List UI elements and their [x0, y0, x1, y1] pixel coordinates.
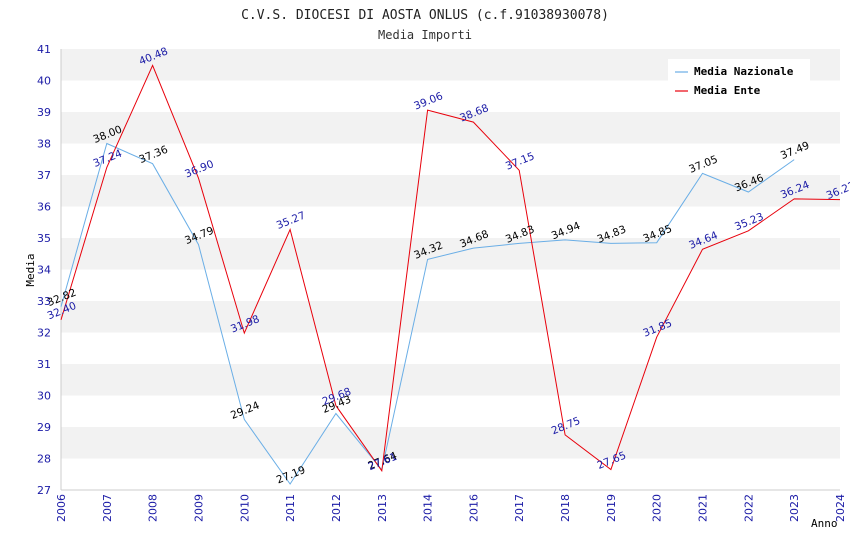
- grid-band: [61, 269, 840, 301]
- grid-bands: [60, 49, 840, 491]
- grid-band: [61, 206, 840, 238]
- y-tick-label: 30: [37, 390, 51, 403]
- y-tick-label: 39: [37, 106, 51, 119]
- x-tick-label: 2021: [697, 494, 710, 522]
- x-tick-label: 2012: [330, 494, 343, 522]
- series-line-media-ente: [60, 64, 841, 473]
- x-tick-label: 2008: [147, 494, 160, 522]
- grid-band: [61, 395, 840, 427]
- x-tick-label: 2020: [651, 494, 664, 522]
- y-tick-label: 37: [37, 169, 51, 182]
- y-tick-label: 36: [37, 201, 51, 214]
- chart-title: C.V.S. DIOCESI DI AOSTA ONLUS (c.f.91038…: [241, 8, 609, 23]
- legend: Media Nazionale Media Ente: [668, 59, 810, 103]
- legend-box: [668, 59, 810, 103]
- x-axis-ticks: 2006 2007 2008 2009 2010 2011 2012 2013 2014 2016…: [55, 494, 847, 522]
- grid-band: [61, 427, 840, 459]
- y-tick-label: 28: [37, 453, 51, 466]
- x-tick-label: 2007: [101, 494, 114, 522]
- grid-band: [61, 112, 840, 144]
- grid-band: [61, 143, 840, 175]
- y-tick-label: 41: [37, 43, 51, 56]
- x-tick-label: 2006: [55, 494, 68, 522]
- x-axis-label: Anno: [811, 517, 838, 530]
- y-tick-label: 32: [37, 327, 51, 340]
- grid-band: [61, 175, 840, 207]
- y-tick-label: 31: [37, 358, 51, 371]
- y-tick-label: 40: [37, 75, 51, 88]
- grid-band: [61, 364, 840, 396]
- y-tick-label: 27: [37, 484, 51, 497]
- x-tick-label: 2014: [422, 494, 435, 522]
- x-tick-label: 2018: [559, 494, 572, 522]
- x-tick-label: 2009: [192, 494, 205, 522]
- x-tick-label: 2013: [376, 494, 389, 522]
- grid-band: [61, 458, 840, 490]
- y-tick-label: 33: [37, 295, 51, 308]
- series-group: [60, 64, 841, 485]
- y-axis-label: Media: [24, 253, 37, 286]
- y-tick-label: 38: [37, 138, 51, 151]
- x-tick-label: 2023: [788, 494, 801, 522]
- y-tick-label: 35: [37, 232, 51, 245]
- grid-band: [61, 301, 840, 333]
- legend-label-media-nazionale: Media Nazionale: [694, 65, 794, 78]
- y-tick-label: 34: [37, 264, 51, 277]
- grid-band: [61, 332, 840, 364]
- x-tick-label: 2024: [834, 494, 847, 522]
- x-tick-label: 2010: [238, 494, 251, 522]
- chart-subtitle: Media Importi: [378, 28, 472, 42]
- x-tick-label: 2019: [605, 494, 618, 522]
- x-tick-label: 2016: [467, 494, 480, 522]
- legend-label-media-ente: Media Ente: [694, 84, 761, 97]
- y-axis-ticks: 27 28 29 30 31 32 33 34 35 36 37 38 39 40 41: [37, 43, 51, 497]
- x-tick-label: 2017: [513, 494, 526, 522]
- series-line-media-nazionale: [60, 142, 795, 485]
- x-tick-label: 2011: [284, 494, 297, 522]
- y-tick-label: 29: [37, 421, 51, 434]
- x-tick-label: 2022: [742, 494, 755, 522]
